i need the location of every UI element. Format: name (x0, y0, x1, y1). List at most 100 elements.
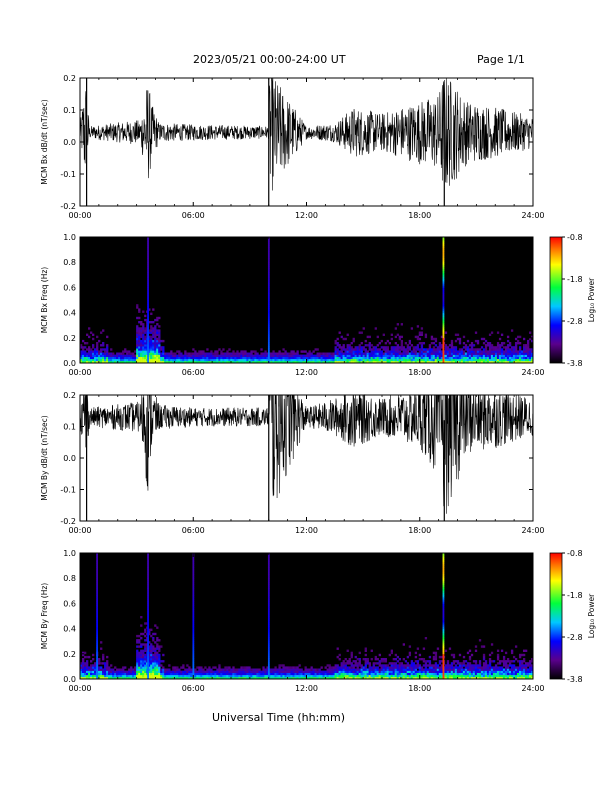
heatmap-cell (402, 350, 406, 353)
heatmap-cell (398, 668, 401, 671)
heatmap-cell (440, 660, 444, 663)
heatmap-cell (82, 660, 85, 663)
heatmap-cell (480, 645, 484, 648)
heatmap-cell (140, 339, 143, 343)
heatmap-cell (472, 676, 476, 680)
heatmap-cell (236, 674, 239, 678)
heatmap-stripe (147, 318, 149, 322)
heatmap-cell (278, 352, 281, 355)
heatmap-cell (154, 651, 157, 655)
heatmap-cell (202, 358, 205, 362)
heatmap-cell (406, 666, 410, 669)
heatmap-cell (278, 666, 281, 669)
heatmap-cell (186, 670, 189, 673)
heatmap-cell (166, 358, 169, 362)
heatmap-cell (470, 670, 474, 673)
heatmap-stripe (147, 553, 149, 556)
heatmap-cell (126, 352, 129, 355)
heatmap-cell (194, 674, 197, 678)
heatmap-cell (150, 337, 153, 341)
heatmap-cell (148, 660, 151, 663)
heatmap-cell (368, 352, 371, 355)
heatmap-stripe (267, 327, 270, 330)
heatmap-cell (358, 354, 361, 357)
heatmap-cell (492, 360, 496, 364)
heatmap-cell (310, 668, 313, 671)
heatmap-cell (416, 664, 420, 667)
heatmap-cell (142, 327, 145, 330)
heatmap-cell (282, 674, 285, 678)
heatmap-cell (154, 358, 157, 362)
heatmap-cell (382, 660, 385, 663)
heatmap-cell (310, 670, 313, 673)
heatmap-cell (394, 348, 397, 351)
heatmap-cell (244, 354, 247, 357)
heatmap-cell (278, 664, 281, 667)
heatmap-cell (368, 670, 371, 673)
heatmap-cell (86, 358, 89, 362)
heatmap-cell (496, 676, 500, 680)
heatmap-cell (154, 674, 157, 678)
colorbar-tick-label: -0.8 (567, 549, 583, 558)
heatmap-cell (140, 670, 143, 673)
heatmap-cell (506, 348, 510, 351)
heatmap-cell (384, 348, 387, 351)
heatmap-cell (142, 632, 145, 636)
heatmap-stripe (267, 595, 270, 598)
heatmap-cell (270, 354, 273, 357)
heatmap-cell (296, 670, 299, 673)
heatmap-cell (158, 329, 161, 332)
y-tick-label: 1.0 (63, 549, 76, 558)
heatmap-cell (84, 664, 87, 667)
heatmap-cell (300, 360, 303, 364)
heatmap-cell (516, 356, 520, 360)
heatmap-cell (232, 668, 235, 671)
heatmap-cell (102, 329, 105, 332)
heatmap-cell (396, 348, 399, 351)
heatmap-cell (142, 310, 145, 313)
heatmap-stripe (96, 609, 98, 613)
heatmap-cell (90, 668, 93, 671)
heatmap-cell (334, 668, 337, 671)
heatmap-stripe (442, 637, 445, 640)
heatmap-cell (112, 354, 115, 357)
heatmap-cell (526, 348, 530, 351)
heatmap-cell (440, 674, 444, 678)
heatmap-cell (434, 668, 438, 671)
heatmap-cell (382, 358, 385, 362)
heatmap-cell (412, 360, 416, 364)
heatmap-cell (376, 662, 379, 665)
heatmap-cell (280, 354, 283, 357)
heatmap-stripe (442, 595, 445, 598)
heatmap-cell (350, 360, 353, 364)
heatmap-cell (272, 670, 275, 673)
heatmap-cell (388, 653, 391, 657)
heatmap-cell (312, 670, 315, 673)
heatmap-stripe (147, 291, 149, 294)
heatmap-cell (136, 333, 139, 336)
heatmap-cell (106, 660, 109, 663)
heatmap-cell (434, 352, 438, 355)
heatmap-cell (410, 670, 414, 673)
heatmap-cell (92, 333, 95, 336)
heatmap-cell (148, 331, 151, 334)
heatmap-cell (152, 676, 155, 680)
heatmap-stripe (267, 651, 270, 655)
heatmap-cell (386, 664, 389, 667)
heatmap-cell (172, 360, 175, 364)
heatmap-cell (142, 333, 145, 336)
heatmap-cell (488, 333, 492, 336)
heatmap-cell (214, 672, 217, 676)
heatmap-cell (422, 674, 426, 678)
heatmap-stripe (267, 559, 270, 562)
heatmap-cell (444, 668, 448, 671)
heatmap-cell (216, 674, 219, 678)
heatmap-cell (344, 672, 347, 676)
heatmap-cell (212, 670, 215, 673)
heatmap-cell (298, 358, 301, 362)
heatmap-cell (402, 356, 406, 360)
heatmap-cell (334, 666, 337, 669)
heatmap-cell (518, 662, 522, 665)
heatmap-cell (408, 360, 412, 364)
heatmap-cell (510, 360, 514, 364)
